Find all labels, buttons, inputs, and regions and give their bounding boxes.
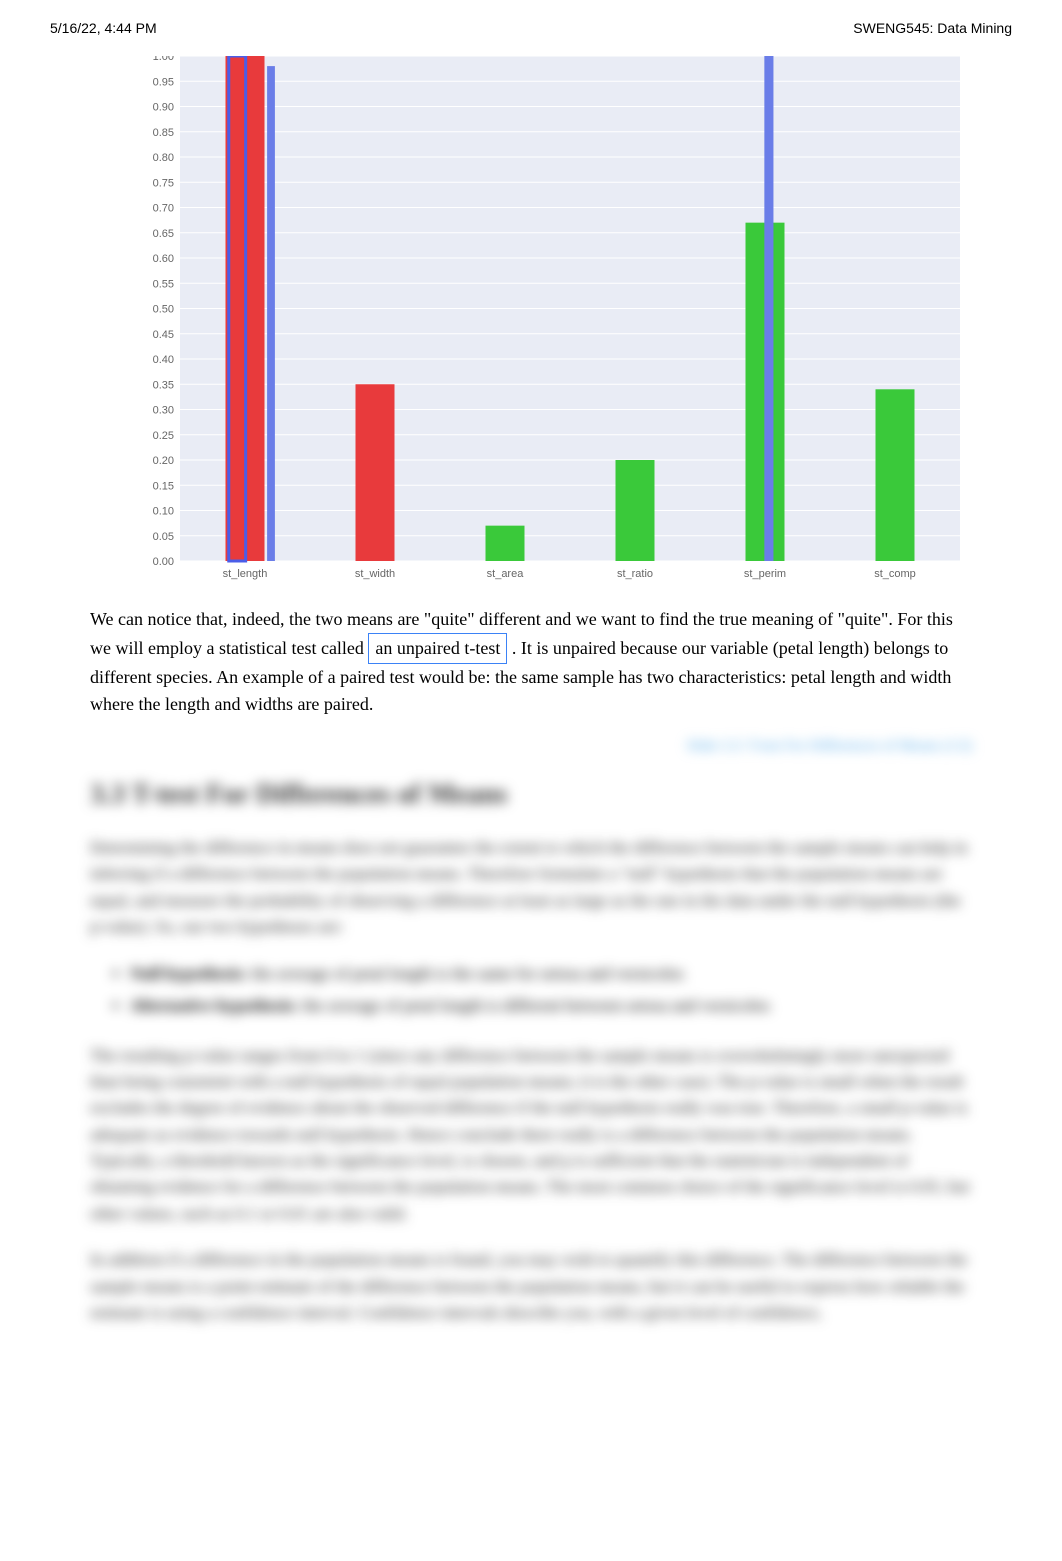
svg-text:0.40: 0.40 <box>153 354 174 366</box>
list-item: Null hypothesis: the average of petal le… <box>130 960 972 987</box>
bar-chart: 0.00 0.05 0.10 0.15 0.20 0.25 0.30 0.35 0.40 0.45… <box>140 56 972 586</box>
li2-bold: Alternative hypothesis: <box>130 996 299 1015</box>
blur-heading: 3.3 T-test For Differences of Means <box>90 779 972 811</box>
blur-para-2: The resulting p-value ranges from 0 to 1… <box>90 1043 972 1227</box>
svg-text:0.90: 0.90 <box>153 102 174 114</box>
svg-text:0.65: 0.65 <box>153 228 174 240</box>
page-header: 5/16/22, 4:44 PM SWENG545: Data Mining <box>0 0 1062 46</box>
svg-text:st_perim: st_perim <box>744 568 786 580</box>
svg-text:0.00: 0.00 <box>153 556 174 568</box>
svg-text:0.25: 0.25 <box>153 430 174 442</box>
li1-bold: Null hypothesis: <box>130 964 248 983</box>
blur-slide-caption: Slide 3.3: T-test For Differences of Mea… <box>90 738 972 755</box>
svg-text:0.55: 0.55 <box>153 278 174 290</box>
svg-text:0.80: 0.80 <box>153 152 174 164</box>
chart-svg: 0.00 0.05 0.10 0.15 0.20 0.25 0.30 0.35 0.40 0.45… <box>140 56 970 586</box>
li1-text: the average of petal length is the same … <box>248 964 687 983</box>
svg-text:0.70: 0.70 <box>153 203 174 215</box>
svg-text:0.05: 0.05 <box>153 531 174 543</box>
li2-text: the average of petal length is different… <box>299 996 773 1015</box>
blurred-content: Slide 3.3: T-test For Differences of Mea… <box>90 738 972 1326</box>
svg-text:0.20: 0.20 <box>153 455 174 467</box>
svg-text:0.60: 0.60 <box>153 253 174 265</box>
svg-text:0.50: 0.50 <box>153 304 174 316</box>
blur-para-3: In addition if a difference in the popul… <box>90 1247 972 1326</box>
blur-para-1: Determining the difference in means does… <box>90 835 972 940</box>
svg-text:0.45: 0.45 <box>153 329 174 341</box>
body-paragraph-1: We can notice that, indeed, the two mean… <box>90 606 972 718</box>
svg-text:1.00: 1.00 <box>153 56 174 63</box>
header-course: SWENG545: Data Mining <box>853 20 1012 36</box>
header-timestamp: 5/16/22, 4:44 PM <box>50 20 157 36</box>
ttest-box: an unpaired t-test <box>368 633 507 664</box>
svg-text:0.10: 0.10 <box>153 506 174 518</box>
svg-text:st_ratio: st_ratio <box>617 568 653 580</box>
svg-text:st_length: st_length <box>223 568 268 580</box>
svg-text:st_comp: st_comp <box>874 568 916 580</box>
blur-hypothesis-list: Null hypothesis: the average of petal le… <box>130 960 972 1018</box>
list-item: Alternative hypothesis: the average of p… <box>130 992 972 1019</box>
svg-text:st_area: st_area <box>487 568 525 580</box>
svg-text:0.30: 0.30 <box>153 405 174 417</box>
svg-text:0.75: 0.75 <box>153 177 174 189</box>
svg-text:0.15: 0.15 <box>153 480 174 492</box>
svg-text:0.95: 0.95 <box>153 76 174 88</box>
svg-text:0.85: 0.85 <box>153 127 174 139</box>
svg-text:st_width: st_width <box>355 568 395 580</box>
svg-text:0.35: 0.35 <box>153 379 174 391</box>
